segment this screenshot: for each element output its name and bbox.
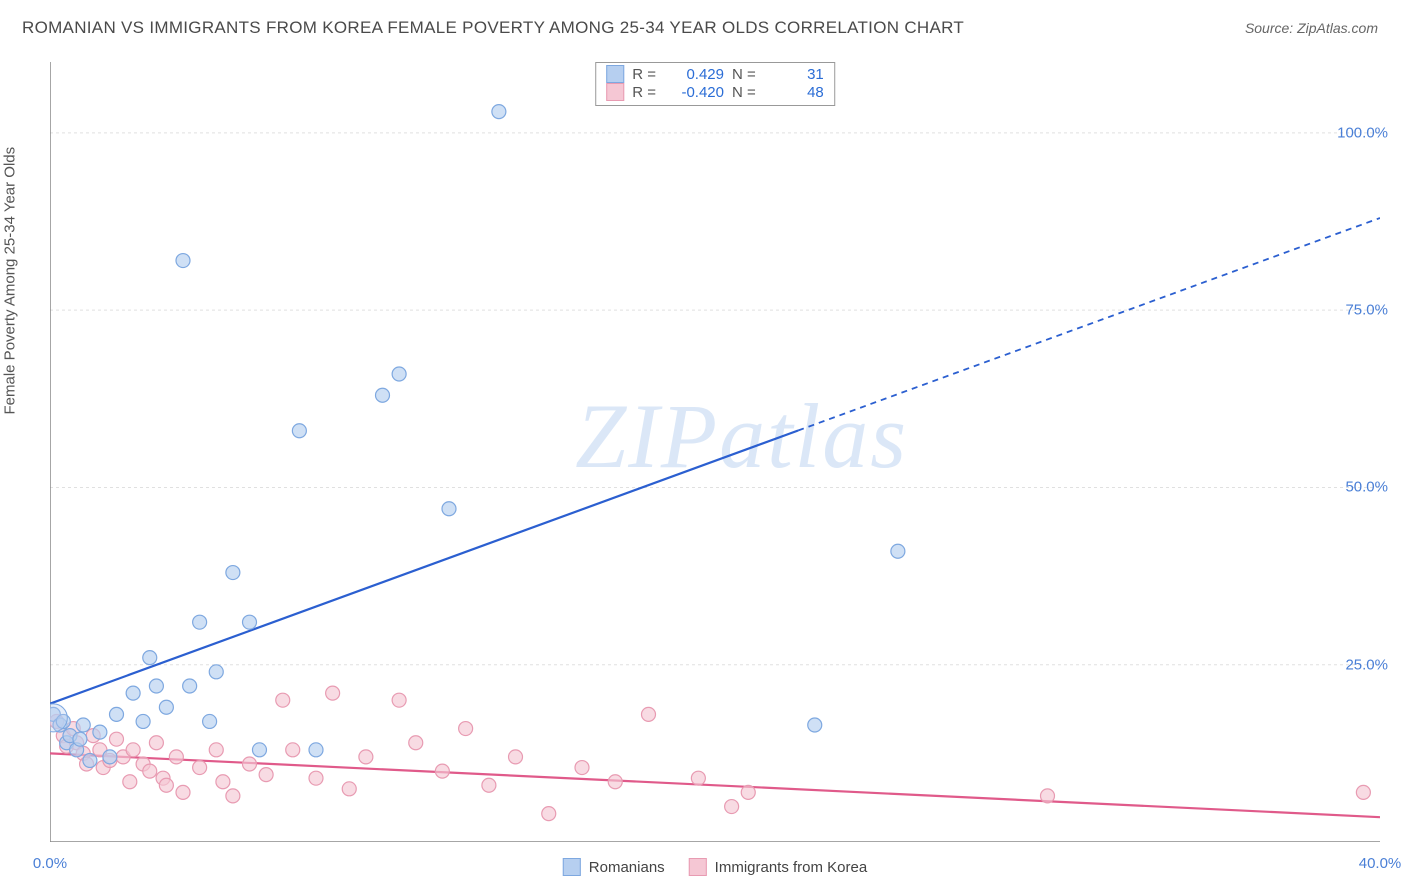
source-prefix: Source: [1245,20,1297,36]
swatch-series2 [606,83,624,101]
stats-row-series1: R = 0.429 N = 31 [606,65,824,83]
r-value-series1: 0.429 [664,66,724,83]
r-label: R = [632,66,656,83]
legend-label-series2: Immigrants from Korea [715,859,868,876]
y-tick-label: 100.0% [1308,124,1388,141]
n-value-series1: 31 [764,66,824,83]
legend-swatch-series2 [689,858,707,876]
chart-title: ROMANIAN VS IMMIGRANTS FROM KOREA FEMALE… [22,18,964,38]
r-label: R = [632,84,656,101]
legend-label-series1: Romanians [589,859,665,876]
correlation-stats-box: R = 0.429 N = 31 R = -0.420 N = 48 [595,62,835,106]
legend-swatch-series1 [563,858,581,876]
x-tick-label: 40.0% [1359,855,1402,872]
swatch-series1 [606,65,624,83]
y-tick-label: 25.0% [1308,656,1388,673]
source-name: ZipAtlas.com [1297,20,1378,36]
x-tick-label: 0.0% [33,855,67,872]
legend-item-series2: Immigrants from Korea [689,858,868,876]
legend-item-series1: Romanians [563,858,665,876]
n-label: N = [732,66,756,83]
n-label: N = [732,84,756,101]
scatter-plot [50,62,1380,842]
y-tick-label: 50.0% [1308,479,1388,496]
y-tick-label: 75.0% [1308,302,1388,319]
n-value-series2: 48 [764,84,824,101]
legend: Romanians Immigrants from Korea [563,858,867,876]
chart-area: ZIPatlas R = 0.429 N = 31 R = -0.420 N =… [50,62,1380,842]
y-axis-label: Female Poverty Among 25-34 Year Olds [2,147,19,415]
source-attribution: Source: ZipAtlas.com [1245,20,1378,36]
stats-row-series2: R = -0.420 N = 48 [606,83,824,101]
r-value-series2: -0.420 [664,84,724,101]
